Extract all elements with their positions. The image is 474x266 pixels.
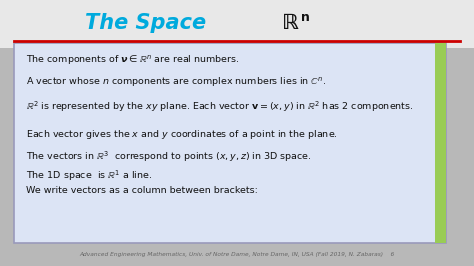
Text: The 1D space  is $\mathbb{R}^1$ a line.: The 1D space is $\mathbb{R}^1$ a line. — [26, 168, 152, 183]
Text: Advanced Engineering Mathematics, Univ. of Notre Dame, Notre Dame, IN, USA (Fall: Advanced Engineering Mathematics, Univ. … — [79, 252, 395, 257]
Text: ℝ: ℝ — [282, 13, 299, 34]
Text: $\it{The\ Space}\ $: $\it{The\ Space}\ $ — [178, 11, 296, 35]
Text: $\mathbb{R}^2$ is represented by the $xy$ plane. Each vector $\mathbf{v} = (x, y: $\mathbb{R}^2$ is represented by the $xy… — [26, 99, 414, 114]
Text: The vectors in $\mathbb{R}^3$  correspond to points $(x, y, z)$ in 3D space.: The vectors in $\mathbb{R}^3$ correspond… — [26, 149, 311, 164]
Text: The components of $\boldsymbol{\nu} \in \mathbb{R}^n$ are real numbers.: The components of $\boldsymbol{\nu} \in … — [26, 53, 239, 67]
Text: The Space: The Space — [85, 13, 214, 34]
Text: Each vector gives the $x$ and $y$ coordinates of a point in the plane.: Each vector gives the $x$ and $y$ coordi… — [26, 128, 338, 141]
Text: n: n — [301, 11, 310, 24]
Text: We write vectors as a column between brackets:: We write vectors as a column between bra… — [26, 186, 258, 195]
Text: A vector whose $n$ components are complex numbers lies in $\mathbb{C}^n$.: A vector whose $n$ components are comple… — [26, 75, 327, 89]
